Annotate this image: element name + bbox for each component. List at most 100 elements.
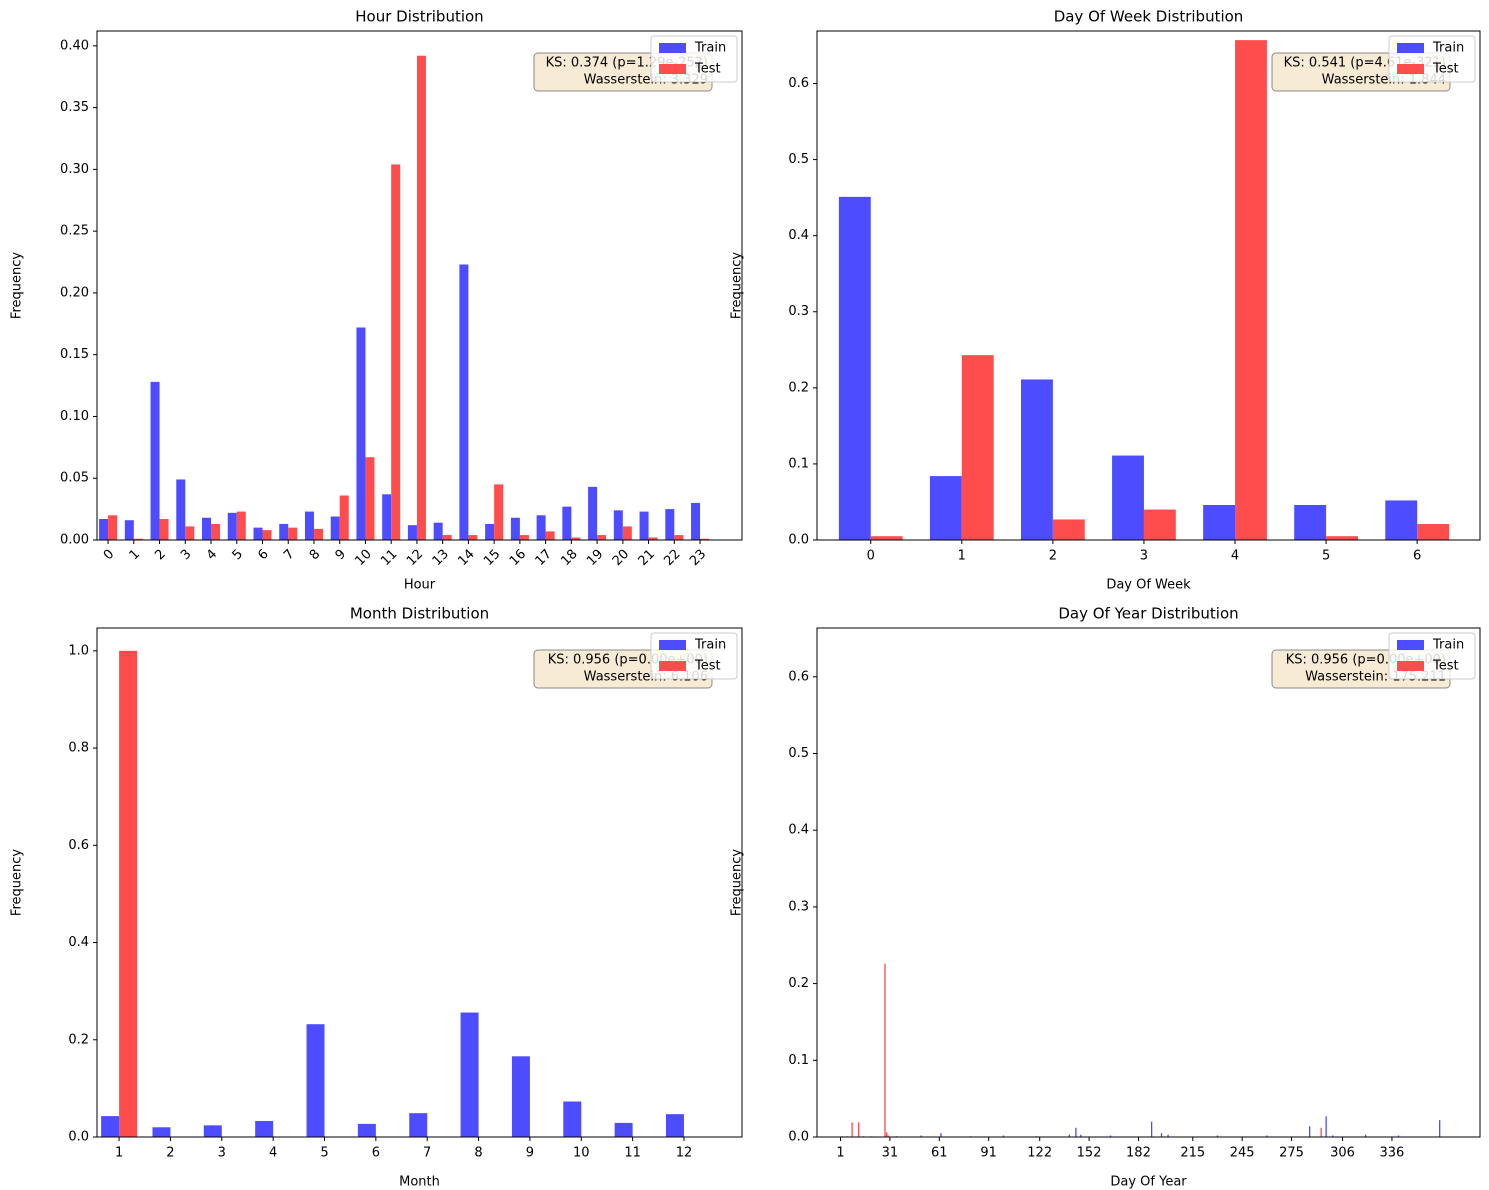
bar [185, 526, 195, 540]
x-tick-label: 3 [218, 1146, 226, 1161]
y-tick-label: 0.15 [60, 347, 89, 362]
bar [1075, 1127, 1077, 1137]
bar [1332, 1135, 1334, 1137]
y-tick-label: 0.2 [68, 1032, 89, 1047]
bar [1385, 500, 1418, 540]
bar [665, 509, 675, 540]
x-tick-label: 245 [1230, 1146, 1255, 1161]
x-axis-label: Hour [404, 578, 436, 593]
bar [227, 512, 237, 540]
bar [588, 486, 598, 540]
legend-label: Train [694, 41, 726, 56]
bar [176, 479, 186, 540]
bar [468, 535, 478, 540]
bar [1266, 1135, 1268, 1137]
bar [674, 535, 684, 540]
x-tick-label: 12 [404, 547, 426, 569]
bar [494, 484, 504, 540]
x-tick-label: 1 [127, 547, 143, 563]
bar [409, 1113, 428, 1137]
bar [365, 457, 375, 540]
bar [1294, 505, 1327, 540]
x-tick-label: 19 [584, 547, 606, 569]
x-tick-label: 8 [474, 1146, 482, 1161]
bar [838, 196, 871, 540]
axes-frame [96, 30, 743, 541]
y-tick-label: 0.4 [788, 228, 809, 243]
x-tick-label: 5 [320, 1146, 328, 1161]
bar [700, 538, 710, 540]
x-tick-label: 17 [533, 547, 555, 569]
x-tick-label: 9 [333, 547, 349, 563]
bar [416, 55, 426, 540]
x-tick-label: 6 [255, 547, 271, 563]
bar [929, 476, 962, 540]
bar [124, 520, 134, 540]
bar [614, 1122, 633, 1137]
bar [356, 327, 366, 540]
x-tick-label: 5 [1322, 549, 1330, 564]
x-tick-label: 23 [687, 547, 709, 569]
y-tick-label: 0.0 [788, 1130, 809, 1145]
subplot-title: Day Of Year Distribution [1058, 605, 1238, 623]
y-tick-label: 0.1 [788, 456, 809, 471]
subplot-title: Day Of Week Distribution [1054, 8, 1244, 26]
x-tick-label: 13 [430, 547, 452, 569]
bar [851, 1122, 853, 1137]
x-tick-label: 0 [101, 547, 117, 563]
bar [887, 1135, 889, 1137]
x-tick-label: 4 [1231, 549, 1239, 564]
bar [1216, 1135, 1219, 1137]
x-tick-label: 61 [931, 1146, 948, 1161]
bar [288, 527, 298, 540]
bar [597, 535, 607, 540]
bar [961, 355, 994, 540]
bar [304, 511, 314, 540]
x-tick-label: 5 [230, 547, 246, 563]
x-tick-label: 3 [178, 547, 194, 563]
x-tick-label: 336 [1380, 1146, 1405, 1161]
x-tick-label: 2 [166, 1146, 174, 1161]
bar [1325, 1116, 1327, 1137]
legend-label: Test [1432, 659, 1459, 674]
legend-label: Test [694, 62, 721, 77]
legend-swatch [659, 640, 686, 650]
y-axis-label: Frequency [730, 849, 745, 916]
bar [306, 1024, 325, 1137]
bar [1364, 1134, 1367, 1137]
bar [1417, 524, 1450, 540]
bar [255, 1120, 274, 1137]
legend-swatch [1397, 64, 1424, 74]
bar [279, 523, 289, 540]
bar [1439, 1120, 1441, 1137]
bar [150, 381, 160, 540]
bar [253, 527, 263, 540]
x-tick-label: 4 [269, 1146, 277, 1161]
subplot: Day Of Year Distribution Day Of Year Frequ… [730, 605, 1481, 1190]
x-tick-label: 215 [1180, 1146, 1205, 1161]
y-tick-label: 0.1 [788, 1053, 809, 1068]
bar [119, 650, 138, 1137]
bar [1235, 40, 1267, 541]
x-tick-label: 9 [526, 1146, 534, 1161]
x-tick-label: 4 [204, 547, 220, 563]
x-tick-label: 2 [1049, 549, 1057, 564]
y-tick-label: 0.2 [788, 976, 809, 991]
bar [442, 535, 452, 540]
axes-frame [816, 30, 1481, 541]
legend-swatch [1397, 43, 1424, 53]
bar [1052, 519, 1085, 540]
bar [571, 537, 581, 540]
y-tick-label: 0.10 [60, 409, 89, 424]
x-tick-label: 152 [1077, 1146, 1102, 1161]
y-tick-label: 0.4 [68, 935, 89, 950]
x-tick-label: 7 [423, 1146, 431, 1161]
x-tick-label: 21 [636, 547, 658, 569]
bar [313, 528, 323, 540]
x-tick-label: 182 [1126, 1146, 1151, 1161]
bar [330, 516, 340, 540]
y-tick-label: 0.0 [68, 1130, 89, 1145]
x-tick-label: 16 [507, 547, 529, 569]
bar [940, 1133, 942, 1137]
